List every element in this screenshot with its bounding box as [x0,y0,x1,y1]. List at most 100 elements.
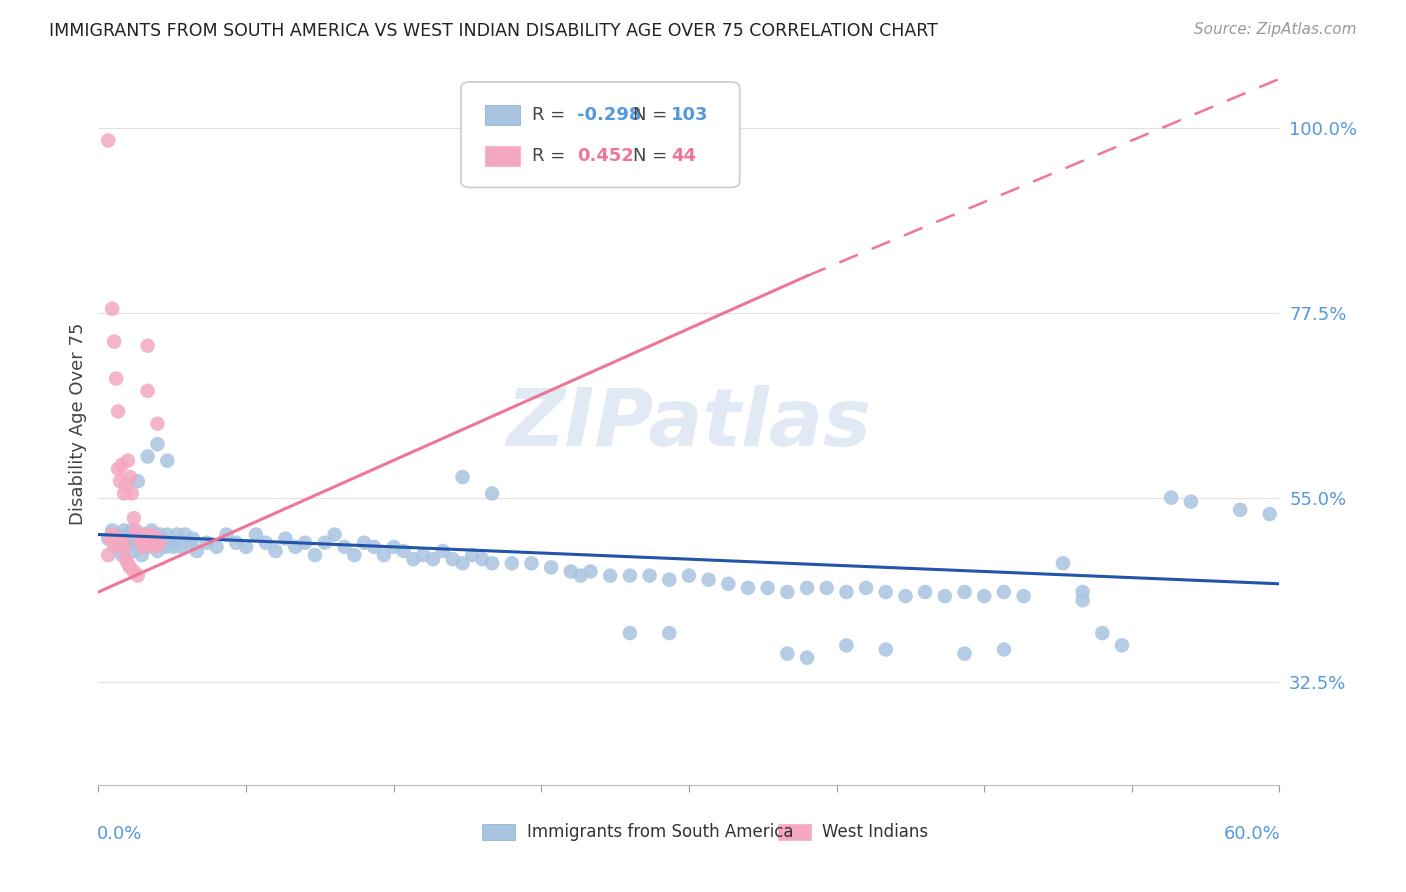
Point [136,535,159,549]
Point [835,639,858,653]
Text: R =: R = [531,147,565,165]
Point [146,532,169,546]
Point [117,532,139,546]
Point [107,532,129,546]
Point [914,585,936,599]
Text: N =: N = [634,147,668,165]
Point [658,626,681,640]
Point [953,647,976,661]
Point [136,450,159,464]
Point [875,642,897,657]
Point [122,544,145,558]
Point [148,535,170,549]
Point [115,478,138,492]
Point [138,532,160,546]
Point [1071,585,1094,599]
Point [146,417,169,431]
Text: 0.0%: 0.0% [97,825,142,843]
Point [412,548,434,562]
Point [125,527,148,541]
Point [815,581,838,595]
Point [127,535,149,549]
Point [141,527,163,541]
Point [225,535,247,549]
Point [148,527,170,541]
Point [121,524,143,538]
Point [131,548,153,562]
Point [112,524,135,538]
Point [333,540,356,554]
Point [118,470,141,484]
Point [697,573,720,587]
Point [136,339,159,353]
Point [105,527,128,541]
Point [136,384,159,398]
Text: -0.298: -0.298 [576,106,641,124]
Point [117,556,139,570]
Point [111,458,134,472]
Text: West Indians: West Indians [823,823,928,841]
Text: N =: N = [634,106,668,124]
Point [1071,593,1094,607]
Text: ZIPatlas: ZIPatlas [506,384,872,463]
Point [177,535,200,549]
Point [1012,589,1035,603]
Text: R =: R = [531,106,565,124]
Text: Source: ZipAtlas.com: Source: ZipAtlas.com [1194,22,1357,37]
Point [101,524,124,538]
Point [934,589,956,603]
Point [138,527,160,541]
Point [156,453,179,467]
Point [737,581,759,595]
Point [115,552,138,566]
Point [122,511,145,525]
FancyBboxPatch shape [778,824,811,840]
Point [142,535,165,549]
Point [166,527,188,541]
Point [1258,507,1281,521]
Point [619,568,641,582]
Point [122,565,145,579]
Point [170,540,193,554]
Point [125,524,148,538]
Point [619,626,641,640]
Text: 60.0%: 60.0% [1223,825,1281,843]
Point [481,556,503,570]
Point [855,581,877,595]
Point [152,532,174,546]
Point [1091,626,1114,640]
Point [146,544,169,558]
Text: 44: 44 [671,147,696,165]
Point [103,540,125,554]
Point [118,560,141,574]
Point [108,474,131,488]
Point [501,556,523,570]
Point [254,535,277,549]
Point [875,585,897,599]
Point [373,548,395,562]
Point [118,535,141,549]
Point [145,532,167,546]
Point [451,470,474,484]
Point [136,540,159,554]
Point [235,540,257,554]
FancyBboxPatch shape [485,105,520,125]
Point [157,535,180,549]
Point [155,540,177,554]
Point [658,573,681,587]
Text: 0.452: 0.452 [576,147,634,165]
Point [402,552,425,566]
Point [132,527,155,541]
Text: Immigrants from South America: Immigrants from South America [527,823,793,841]
Point [678,568,700,582]
Point [471,552,494,566]
Point [127,568,149,582]
FancyBboxPatch shape [461,82,740,187]
Point [1052,556,1074,570]
Point [195,535,218,549]
Point [141,524,163,538]
Point [717,576,740,591]
Point [560,565,582,579]
Point [461,548,484,562]
Point [481,486,503,500]
